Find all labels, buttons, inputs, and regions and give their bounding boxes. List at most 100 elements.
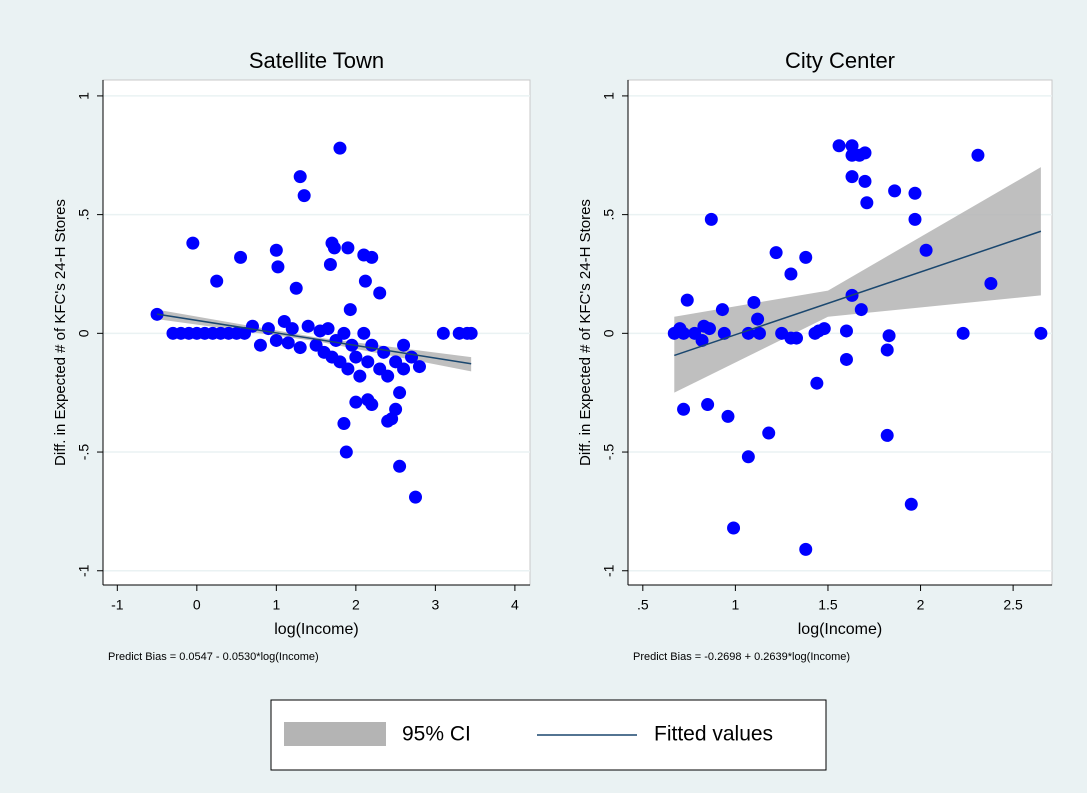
point <box>721 409 735 423</box>
point <box>701 398 715 412</box>
point <box>293 170 307 184</box>
point <box>321 322 335 336</box>
point <box>373 286 387 300</box>
point <box>799 542 813 556</box>
point <box>1034 326 1048 340</box>
y-tick-label: -1 <box>76 564 92 577</box>
point <box>845 170 859 184</box>
point <box>301 319 315 333</box>
x-tick-label: 1 <box>272 597 280 613</box>
legend-swatch <box>284 722 386 746</box>
point <box>858 174 872 188</box>
point <box>377 345 391 359</box>
point <box>956 326 970 340</box>
point <box>817 322 831 336</box>
point <box>333 141 347 155</box>
point <box>845 139 859 153</box>
y-axis-label: Diff. in Expected # of KFC's 24-H Stores <box>52 199 69 466</box>
point <box>281 336 295 350</box>
point <box>365 250 379 264</box>
x-tick-label: 2 <box>917 597 925 613</box>
point <box>752 326 766 340</box>
point <box>361 355 375 369</box>
point <box>839 324 853 338</box>
point <box>253 338 267 352</box>
x-tick-label: 0 <box>193 597 201 613</box>
point <box>727 521 741 535</box>
point <box>297 189 311 203</box>
point <box>357 326 371 340</box>
point <box>271 260 285 274</box>
x-tick-label: 1.5 <box>818 597 838 613</box>
point <box>971 148 985 162</box>
point <box>337 326 351 340</box>
point <box>789 331 803 345</box>
point <box>704 212 718 226</box>
point <box>677 326 691 340</box>
point <box>186 236 200 250</box>
point <box>882 329 896 343</box>
point <box>741 450 755 464</box>
point <box>343 303 357 317</box>
point <box>904 497 918 511</box>
point <box>289 281 303 295</box>
y-axis-label: Diff. in Expected # of KFC's 24-H Stores <box>577 199 594 466</box>
x-tick-label: 2.5 <box>1003 597 1023 613</box>
point <box>365 338 379 352</box>
point <box>337 417 351 431</box>
point <box>680 293 694 307</box>
y-tick-label: 1 <box>76 92 92 100</box>
point <box>341 362 355 376</box>
point <box>285 322 299 336</box>
point <box>695 333 709 347</box>
point <box>751 312 765 326</box>
x-axis-label: log(Income) <box>798 621 882 638</box>
legend-label: 95% CI <box>402 723 471 746</box>
point <box>341 241 355 255</box>
point <box>908 186 922 200</box>
point <box>810 376 824 390</box>
point <box>858 146 872 160</box>
point <box>397 362 411 376</box>
point <box>245 319 259 333</box>
point <box>385 412 399 426</box>
x-tick-label: -1 <box>111 597 124 613</box>
note: Predict Bias = -0.2698 + 0.2639*log(Inco… <box>633 651 850 663</box>
point <box>984 276 998 290</box>
point <box>293 341 307 355</box>
panel-title: Satellite Town <box>249 48 384 73</box>
point <box>717 326 731 340</box>
point <box>762 426 776 440</box>
y-tick-label: .5 <box>76 209 92 221</box>
point <box>702 322 716 336</box>
point <box>784 267 798 281</box>
x-tick-label: 1 <box>731 597 739 613</box>
fit-line <box>674 230 1042 357</box>
point <box>353 369 367 383</box>
point <box>349 395 363 409</box>
point <box>339 445 353 459</box>
panel-title: City Center <box>785 48 895 73</box>
point <box>393 459 407 473</box>
point <box>677 402 691 416</box>
point <box>436 326 450 340</box>
point <box>323 257 337 271</box>
y-tick-label: 0 <box>76 329 92 337</box>
x-tick-label: 4 <box>511 597 519 613</box>
point <box>269 243 283 257</box>
point <box>854 303 868 317</box>
point <box>365 398 379 412</box>
x-tick-label: 3 <box>431 597 439 613</box>
point <box>741 326 755 340</box>
point <box>715 303 729 317</box>
point <box>234 250 248 264</box>
point <box>839 352 853 366</box>
point <box>908 212 922 226</box>
y-tick-label: 1 <box>601 92 617 100</box>
point <box>860 196 874 210</box>
x-tick-label: .5 <box>637 597 649 613</box>
ci-band <box>674 167 1041 393</box>
y-tick-label: -1 <box>601 564 617 577</box>
